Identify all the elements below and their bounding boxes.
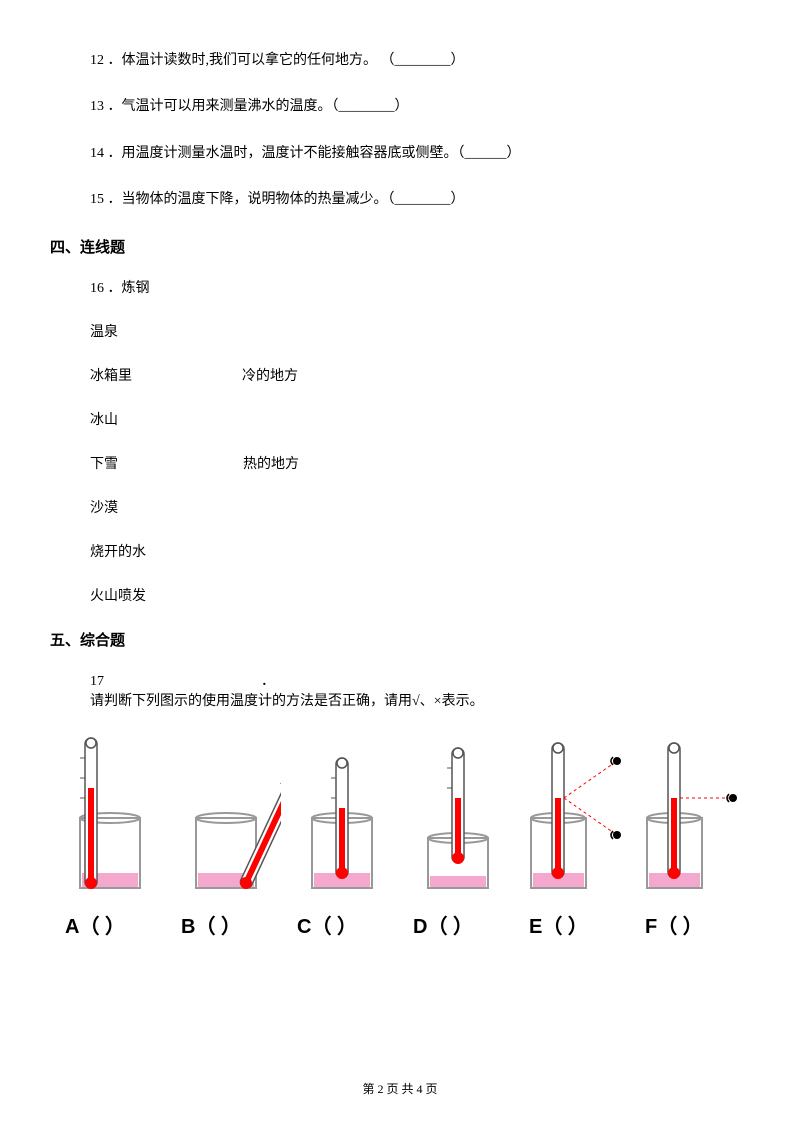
label-e: E（ ） (519, 910, 629, 939)
matching-row: 下雪热的地方 (90, 453, 750, 473)
diagram-b (171, 728, 281, 898)
section-5-title: 五、综合题 (50, 629, 750, 650)
matching-row: 烧开的水 (90, 541, 750, 561)
diagram-d (403, 728, 513, 898)
diagram-labels: A（ ） B（ ） C（ ） D（ ） E（ ） F（ ） (50, 910, 750, 939)
thermometer-diagrams (50, 728, 750, 898)
section-4-title: 四、连线题 (50, 236, 750, 257)
question-12: 12 ．体温计读数时,我们可以拿它的任何地方。 （________） (90, 50, 750, 72)
diagram-c (287, 728, 397, 898)
diagram-a (55, 728, 165, 898)
matching-row: 冰箱里冷的地方 (90, 365, 750, 385)
question-16: 16 ．炼钢 (90, 277, 750, 297)
label-b: B（ ） (171, 910, 281, 939)
page-footer: 第 2 页 共 4 页 (0, 1080, 800, 1097)
label-f: F（ ） (635, 910, 745, 939)
matching-row: 沙漠 (90, 497, 750, 517)
label-a: A（ ） (55, 910, 165, 939)
question-14: 14 ．用温度计测量水温时，温度计不能接触容器底或侧壁。（______） (90, 143, 750, 165)
matching-row: 冰山 (90, 409, 750, 429)
matching-row: 火山喷发 (90, 585, 750, 605)
question-13: 13 ．气温计可以用来测量沸水的温度。（________） (90, 96, 750, 118)
matching-row: 温泉 (90, 321, 750, 341)
matching-list: 16 ．炼钢 温泉 冰箱里冷的地方 冰山 下雪热的地方 沙漠 烧开的水 火山喷发 (90, 277, 750, 605)
question-17: 17 ． 请判断下列图示的使用温度计的方法是否正确，请用√、×表示。 (90, 670, 750, 710)
diagram-e (519, 728, 629, 898)
question-15: 15 ．当物体的温度下降，说明物体的热量减少。（________） (90, 189, 750, 211)
label-d: D（ ） (403, 910, 513, 939)
diagram-f (635, 728, 745, 898)
label-c: C（ ） (287, 910, 397, 939)
